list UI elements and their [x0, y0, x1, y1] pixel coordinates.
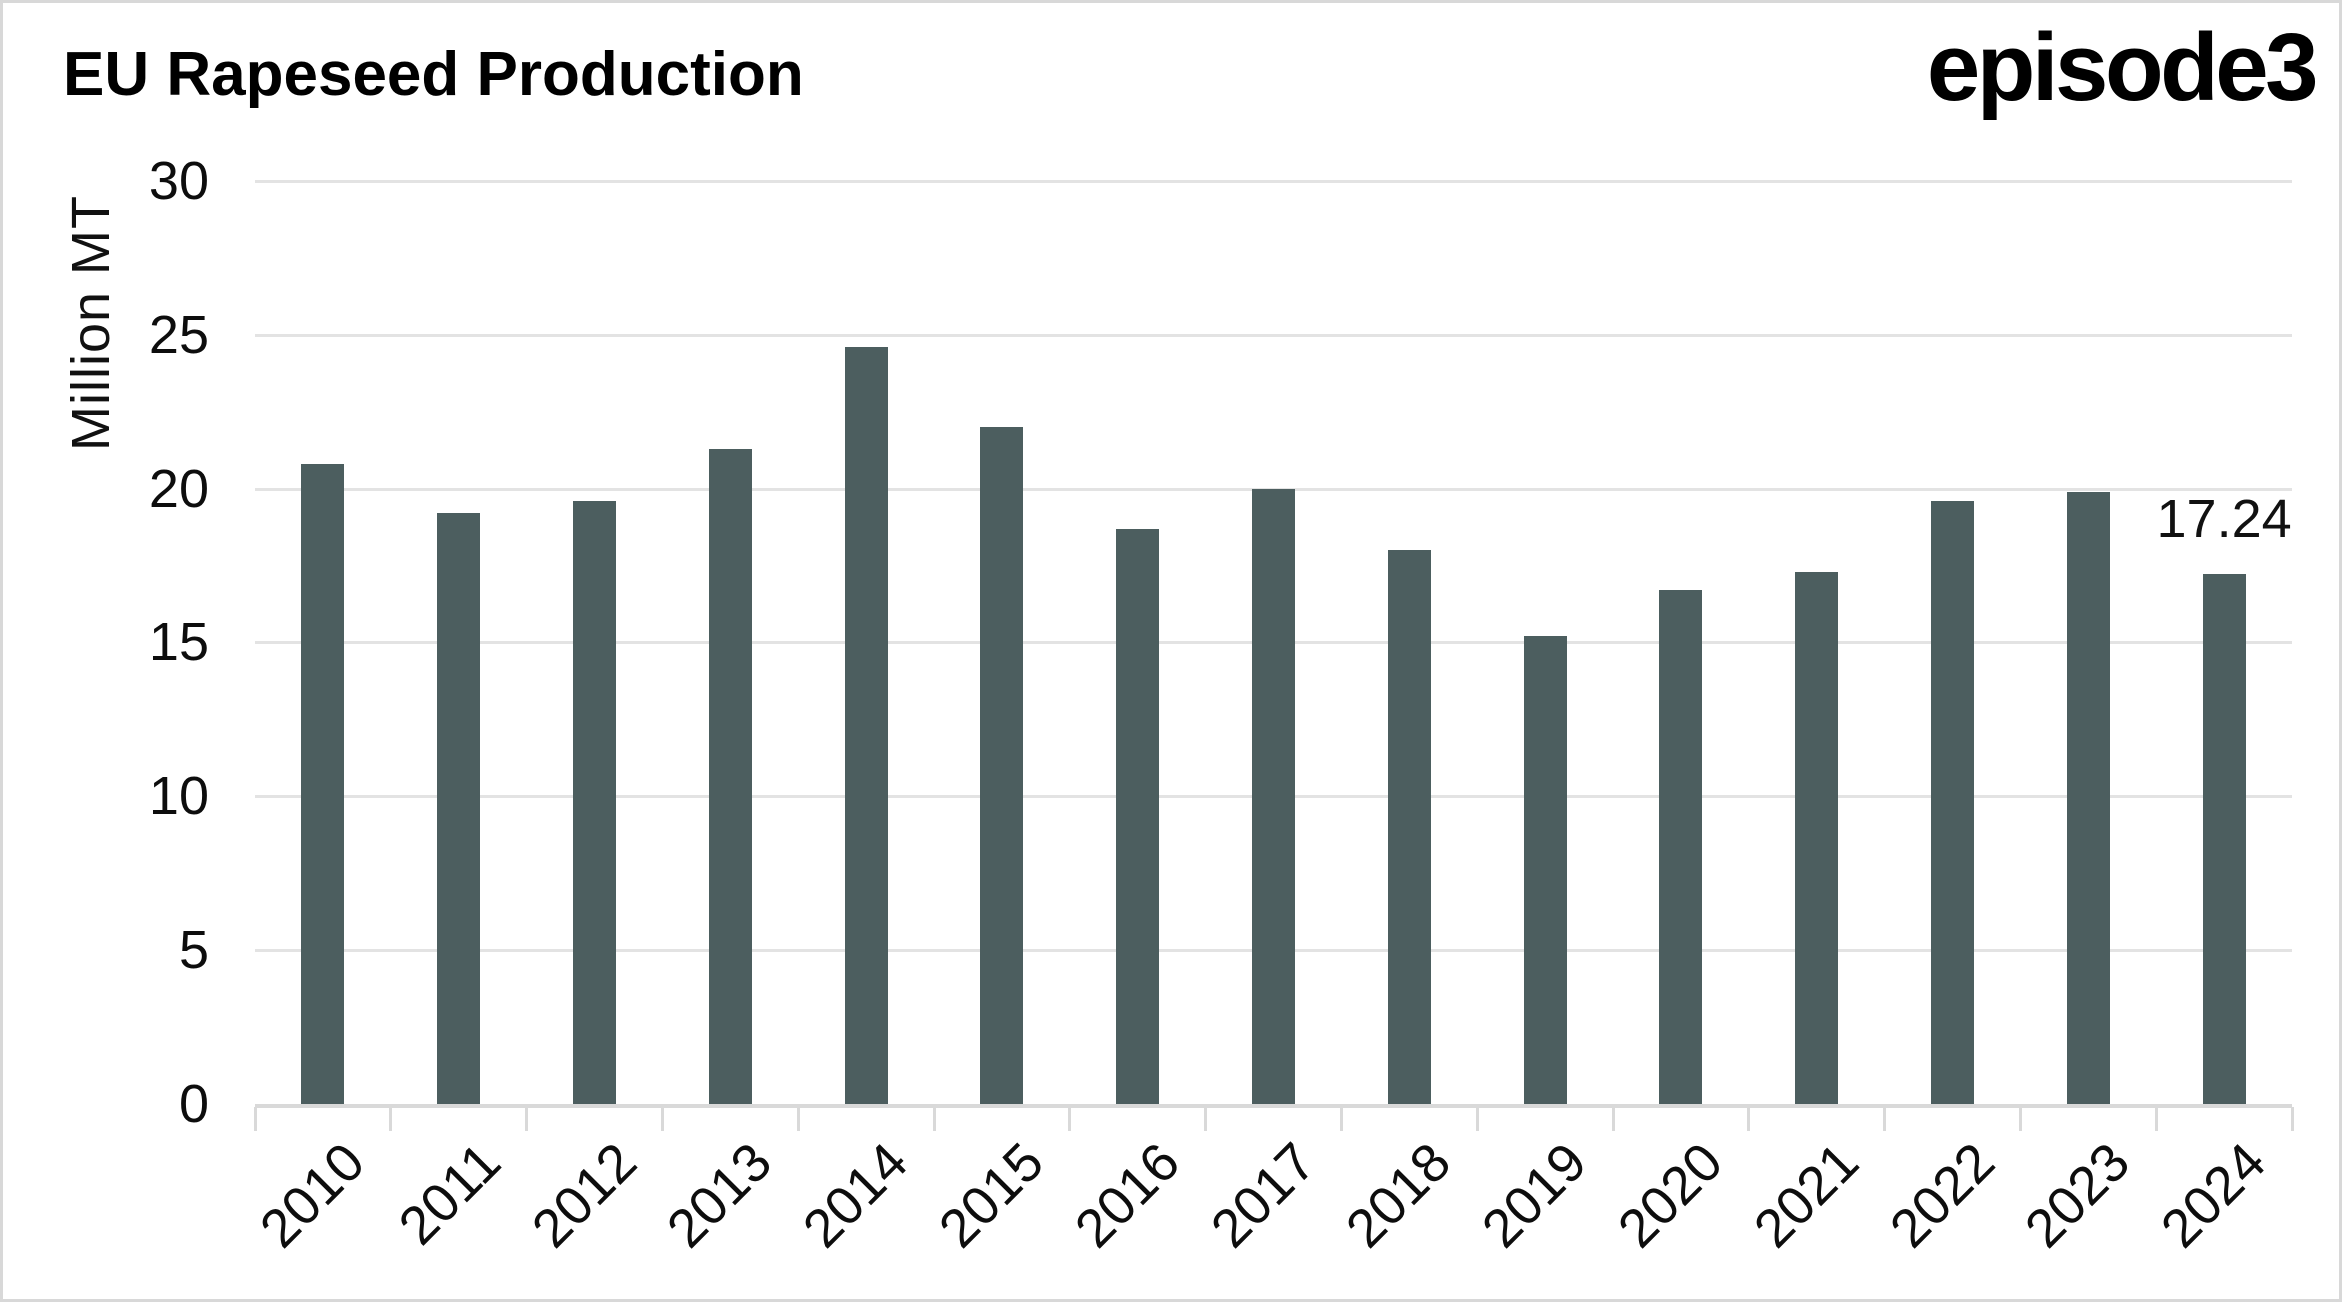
x-axis-tick	[389, 1107, 393, 1131]
value-label-2024: 17.24	[2156, 488, 2292, 549]
x-tick-label: 2020	[1606, 1131, 1735, 1260]
bar-2016	[1116, 528, 1160, 1104]
x-tick-label: 2016	[1063, 1131, 1191, 1260]
x-tick-label: 2019	[1470, 1131, 1599, 1260]
bar-2017	[1252, 488, 1295, 1104]
bar-2021	[1795, 571, 1839, 1104]
x-axis-tick	[525, 1107, 529, 1131]
chart-title: EU Rapeseed Production	[63, 40, 804, 109]
x-tick-label: 2014	[791, 1131, 920, 1260]
x-tick-label: 2021	[1742, 1131, 1870, 1260]
bar-2020	[1659, 590, 1703, 1104]
x-tick-label: 2013	[656, 1131, 784, 1260]
x-tick-label: 2012	[520, 1131, 648, 1260]
x-axis-tick	[1475, 1107, 1479, 1131]
bar-2024	[2202, 573, 2246, 1104]
bar-2018	[1387, 550, 1431, 1104]
x-axis-tick	[1883, 1107, 1887, 1131]
gridline-25	[255, 333, 2292, 337]
x-axis-tick	[1339, 1107, 1343, 1131]
bar-2019	[1523, 636, 1567, 1104]
episode3-logo: episode3	[1926, 14, 2319, 121]
y-tick-label: 30	[148, 150, 209, 211]
bar-2022	[1931, 500, 1974, 1104]
x-axis-tick	[796, 1107, 800, 1131]
x-axis-tick	[2290, 1107, 2294, 1131]
x-axis-tick	[2154, 1107, 2158, 1131]
x-axis-tick	[932, 1107, 936, 1131]
y-tick-label: 20	[148, 458, 209, 519]
x-tick-label: 2011	[387, 1131, 512, 1257]
y-tick-label: 5	[178, 920, 209, 981]
x-axis-tick	[1747, 1107, 1751, 1131]
y-tick-label: 25	[148, 304, 209, 365]
bar-2015	[980, 427, 1024, 1104]
y-tick-label: 15	[148, 612, 209, 673]
x-axis-tick	[2018, 1107, 2022, 1131]
bar-2010	[301, 464, 345, 1104]
x-axis-tick	[253, 1107, 257, 1131]
x-tick-label: 2015	[927, 1131, 1056, 1260]
y-tick-label: 0	[178, 1074, 209, 1134]
x-axis-line	[255, 1104, 2292, 1108]
x-tick-label: 2024	[2149, 1131, 2278, 1260]
x-axis-tick	[1068, 1107, 1072, 1131]
x-axis-tick	[660, 1107, 664, 1131]
bar-2012	[573, 500, 616, 1104]
x-tick-label: 2023	[2014, 1131, 2142, 1260]
y-tick-label: 10	[148, 766, 209, 827]
bar-2011	[437, 513, 481, 1104]
x-tick-label: 2010	[248, 1131, 377, 1260]
x-tick-label: 2017	[1199, 1131, 1327, 1260]
gridline-30	[255, 179, 2292, 183]
bar-2014	[844, 347, 888, 1104]
bar-2023	[2066, 491, 2110, 1104]
bar-2013	[708, 448, 752, 1104]
x-tick-label: 2018	[1335, 1131, 1463, 1260]
x-axis-tick	[1204, 1107, 1208, 1131]
x-tick-label: 2022	[1878, 1131, 2006, 1260]
x-axis-tick	[1611, 1107, 1615, 1131]
